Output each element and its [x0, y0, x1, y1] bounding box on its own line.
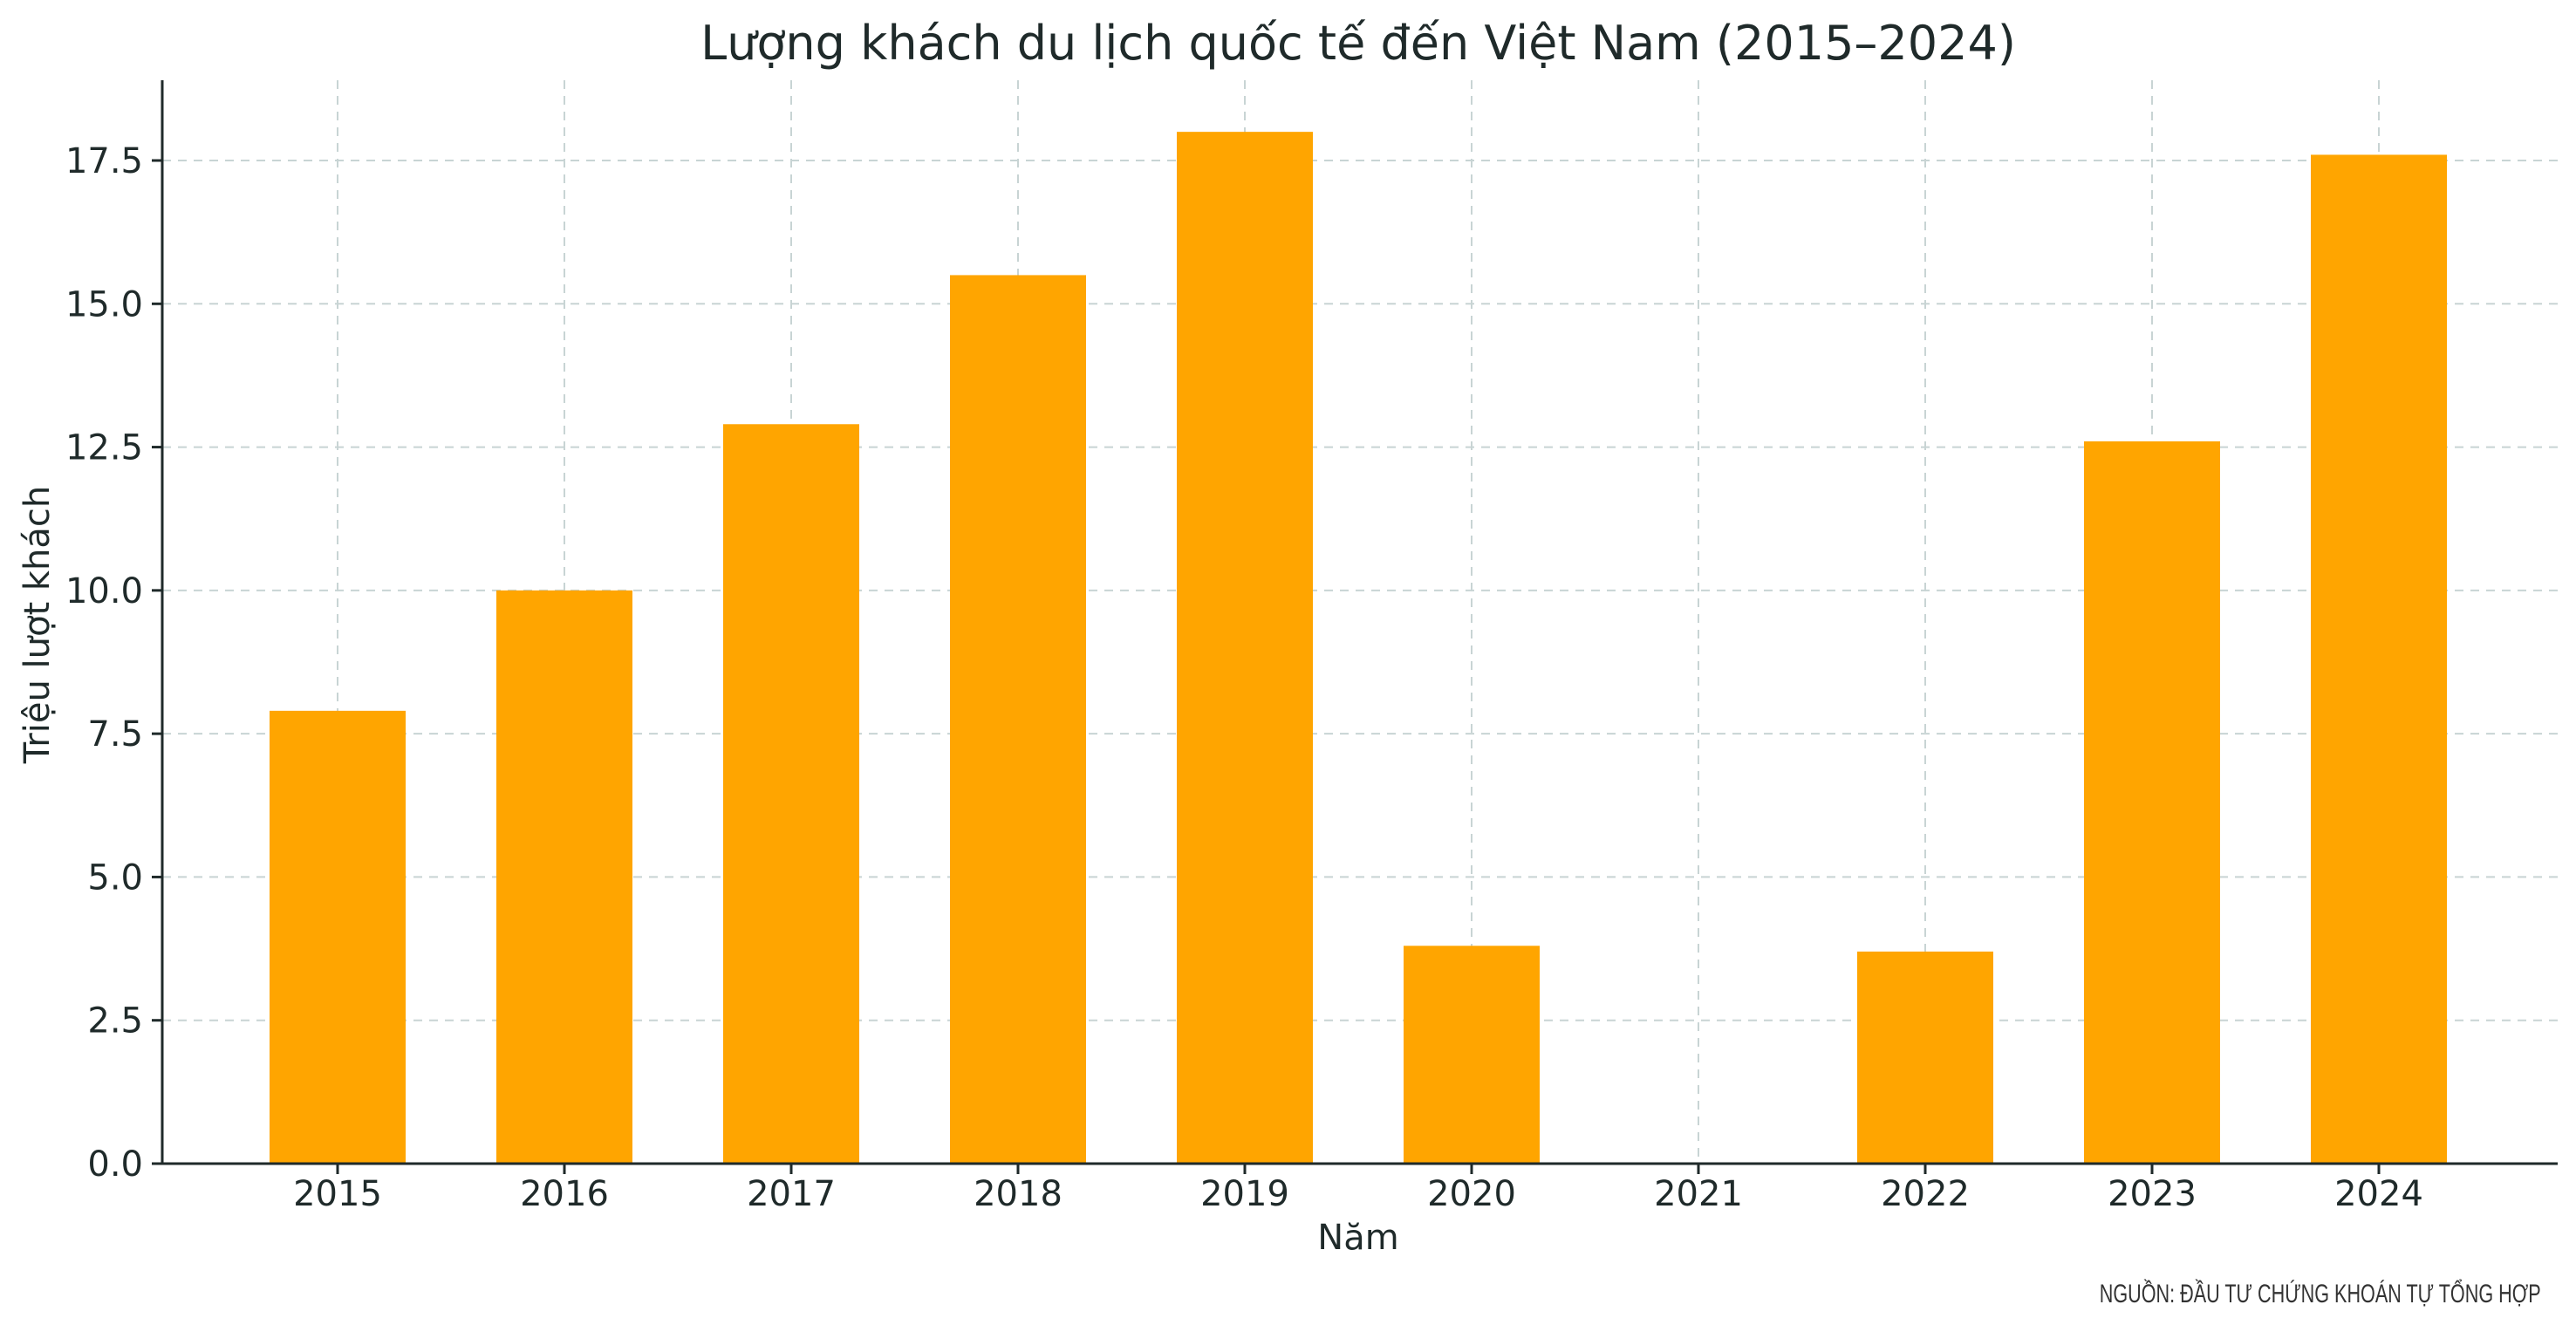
bar-2022 [1857, 951, 1993, 1164]
x-tick-label: 2017 [747, 1174, 836, 1214]
bar-2018 [950, 275, 1086, 1164]
bars [270, 132, 2447, 1164]
y-tick-label: 2.5 [87, 1001, 143, 1042]
bar-2016 [496, 590, 632, 1164]
bar-2017 [723, 424, 859, 1164]
bar-2015 [270, 710, 406, 1164]
bar-2020 [1404, 946, 1540, 1164]
y-axis-label: Triệu lượt khách [17, 486, 58, 765]
x-tick-label: 2024 [2334, 1174, 2423, 1214]
x-axis-label: Năm [1317, 1218, 1398, 1258]
x-tick-label: 2015 [293, 1174, 382, 1214]
x-tick-label: 2018 [974, 1174, 1063, 1214]
bar-2023 [2084, 441, 2220, 1164]
x-tick-label: 2019 [1200, 1174, 1289, 1214]
bar-2024 [2311, 154, 2447, 1164]
y-tick-label: 0.0 [87, 1144, 143, 1185]
x-tick-label: 2023 [2108, 1174, 2197, 1214]
y-tick-label: 17.5 [65, 141, 143, 181]
x-tick-label: 2016 [520, 1174, 609, 1214]
bar-2019 [1177, 132, 1313, 1164]
x-tick-label: 2021 [1654, 1174, 1743, 1214]
axes [161, 80, 2558, 1165]
y-tick-label: 15.0 [65, 284, 143, 324]
y-tick-label: 5.0 [87, 857, 143, 898]
source-note: NGUỒN: ĐẦU TƯ CHỨNG KHOÁN TỰ TỔNG HỢP [2100, 1280, 2541, 1308]
chart-title: Lượng khách du lịch quốc tế đến Việt Nam… [700, 16, 2016, 71]
tick-labels: 0.0 2.5 5.0 7.5 10.0 12.5 15.0 17.5 2015 2016 2017… [65, 141, 2423, 1214]
y-tick-label: 10.0 [65, 571, 143, 611]
y-tick-label: 12.5 [65, 428, 143, 468]
x-tick-label: 2022 [1881, 1174, 1970, 1214]
y-tick-label: 7.5 [87, 714, 143, 755]
x-tick-label: 2020 [1427, 1174, 1516, 1214]
